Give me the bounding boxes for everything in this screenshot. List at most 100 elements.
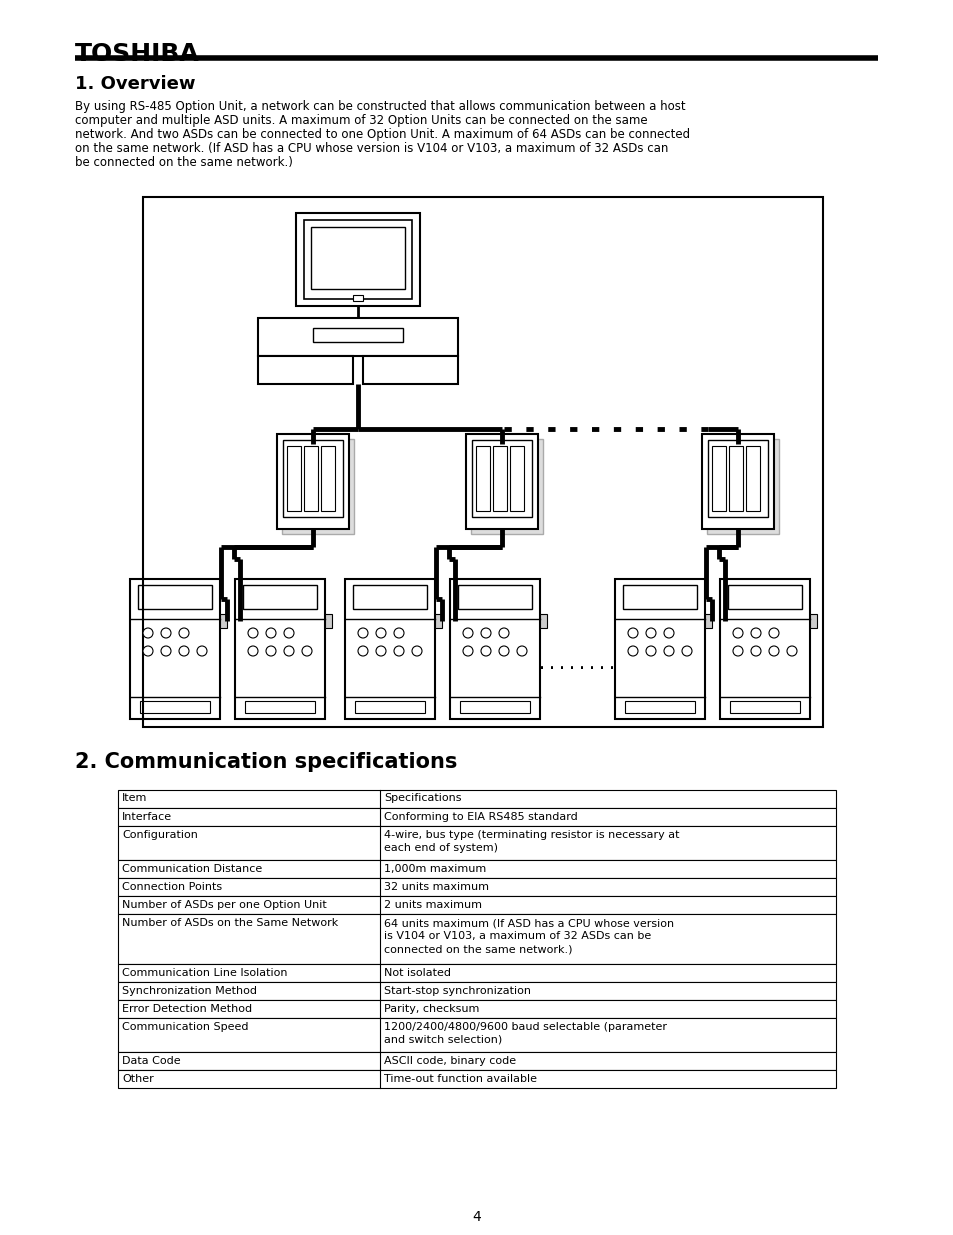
Bar [435,614,441,629]
Circle shape [462,646,473,656]
Text: Communication Distance: Communication Distance [122,864,262,874]
Text: Number of ASDs on the Same Network: Number of ASDs on the Same Network [122,918,338,927]
Circle shape [732,629,742,638]
Bar [283,440,343,517]
Bar [118,1052,835,1070]
Text: network. And two ASDs can be connected to one Option Unit. A maximum of 64 ASDs : network. And two ASDs can be connected t… [75,128,689,141]
Circle shape [768,646,779,656]
Bar [295,212,419,306]
Text: 64 units maximum (If ASD has a CPU whose version: 64 units maximum (If ASD has a CPU whose… [384,918,674,927]
Bar [465,433,537,529]
Bar [143,198,822,727]
Bar [353,295,363,301]
Text: Item: Item [122,793,147,803]
Text: Not isolated: Not isolated [384,968,451,978]
Circle shape [248,629,257,638]
Bar [615,579,704,719]
Bar [220,614,227,629]
Bar [118,1000,835,1018]
Bar [729,701,800,713]
Bar [711,446,725,511]
Bar [118,897,835,914]
Bar [701,433,773,529]
Bar [282,438,354,534]
Text: ........: ........ [537,655,617,673]
Circle shape [266,629,275,638]
Bar [727,585,801,609]
Circle shape [179,646,189,656]
Bar [476,446,490,511]
Bar [471,438,542,534]
Circle shape [645,646,656,656]
Circle shape [750,646,760,656]
Circle shape [681,646,691,656]
Bar [118,1018,835,1052]
Text: 4-wire, bus type (terminating resistor is necessary at: 4-wire, bus type (terminating resistor i… [384,830,679,840]
Bar [118,982,835,1000]
Bar [118,878,835,897]
Text: 1200/2400/4800/9600 baud selectable (parameter: 1200/2400/4800/9600 baud selectable (par… [384,1023,666,1032]
Bar [140,701,210,713]
Circle shape [266,646,275,656]
Bar [539,614,546,629]
Text: Configuration: Configuration [122,830,197,840]
Bar [510,446,523,511]
Bar [472,440,532,517]
Circle shape [750,629,760,638]
Circle shape [143,646,152,656]
Bar [118,860,835,878]
Text: By using RS-485 Option Unit, a network can be constructed that allows communicat: By using RS-485 Option Unit, a network c… [75,100,685,112]
Circle shape [161,629,171,638]
Text: computer and multiple ASD units. A maximum of 32 Option Units can be connected o: computer and multiple ASD units. A maxim… [75,114,647,127]
Bar [450,579,539,719]
Bar [624,701,695,713]
Bar [493,446,506,511]
Bar [353,585,427,609]
Text: on the same network. (If ASD has a CPU whose version is V104 or V103, a maximum : on the same network. (If ASD has a CPU w… [75,142,668,156]
Text: is V104 or V103, a maximum of 32 ASDs can be: is V104 or V103, a maximum of 32 ASDs ca… [384,931,651,941]
Text: 32 units maximum: 32 units maximum [384,882,489,892]
Bar [130,579,220,719]
Bar [276,433,349,529]
Circle shape [161,646,171,656]
Bar [622,585,697,609]
Text: TOSHIBA: TOSHIBA [75,42,199,65]
Bar [118,826,835,860]
Text: Communication Line Isolation: Communication Line Isolation [122,968,287,978]
Bar [138,585,212,609]
Circle shape [394,646,403,656]
Circle shape [768,629,779,638]
Circle shape [179,629,189,638]
Text: Data Code: Data Code [122,1056,180,1066]
Text: Error Detection Method: Error Detection Method [122,1004,252,1014]
Circle shape [412,646,421,656]
Bar [457,585,532,609]
Bar [706,438,779,534]
Circle shape [375,646,386,656]
Circle shape [732,646,742,656]
Circle shape [786,646,796,656]
Circle shape [284,646,294,656]
Bar [345,579,435,719]
Text: Start-stop synchronization: Start-stop synchronization [384,986,531,995]
Circle shape [627,629,638,638]
Bar [257,356,353,384]
Text: and switch selection): and switch selection) [384,1035,501,1045]
Bar [363,356,457,384]
Circle shape [462,629,473,638]
Circle shape [498,646,509,656]
Bar [728,446,742,511]
Bar [704,614,711,629]
Text: Other: Other [122,1074,153,1084]
Bar [118,790,835,808]
Circle shape [627,646,638,656]
Bar [707,440,767,517]
Text: each end of system): each end of system) [384,844,497,853]
Circle shape [663,629,673,638]
Bar [257,317,457,356]
Bar [287,446,301,511]
Text: Interface: Interface [122,811,172,823]
Text: Communication Speed: Communication Speed [122,1023,248,1032]
Bar [234,579,325,719]
Text: Time-out function available: Time-out function available [384,1074,537,1084]
